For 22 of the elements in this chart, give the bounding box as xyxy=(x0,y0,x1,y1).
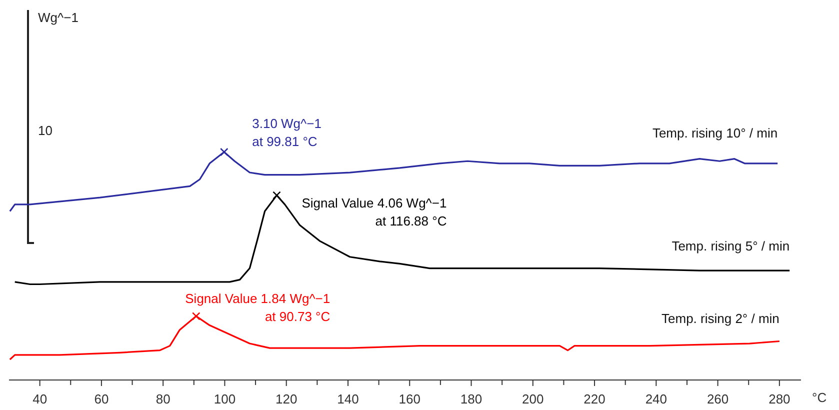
x-tick-label: 260 xyxy=(706,391,729,406)
x-tick-label: 200 xyxy=(522,391,544,406)
series-label: Temp. rising 10° / min xyxy=(652,125,778,140)
x-tick-label: 80 xyxy=(156,391,170,406)
annotation: Signal Value 4.06 Wg^−1 at 116.88 °C xyxy=(302,195,447,228)
text: 10 xyxy=(38,123,52,138)
x-tick-label: 240 xyxy=(645,391,668,406)
x-tick-label: 60 xyxy=(94,391,109,406)
x-tick-label: 220 xyxy=(584,391,606,406)
x-tick-label: 180 xyxy=(460,391,482,406)
series-label: Temp. rising 2° / min xyxy=(662,311,780,326)
text: Wg^−1 xyxy=(38,10,78,25)
x-tick-label: 120 xyxy=(276,391,298,406)
x-tick-label: 100 xyxy=(214,391,236,406)
annotation: 3.10 Wg^−1 at 99.81 °C xyxy=(252,116,322,149)
x-axis-title: °C xyxy=(812,390,827,405)
x-tick-label: 160 xyxy=(398,391,420,406)
x-tick-label: 140 xyxy=(337,391,359,406)
x-tick-label: 40 xyxy=(32,391,48,406)
x-tick-label: 280 xyxy=(768,391,790,406)
series-label: Temp. rising 5° / min xyxy=(672,238,790,254)
annotation: Signal Value 1.84 Wg^−1 at 90.73 °C xyxy=(185,291,330,324)
